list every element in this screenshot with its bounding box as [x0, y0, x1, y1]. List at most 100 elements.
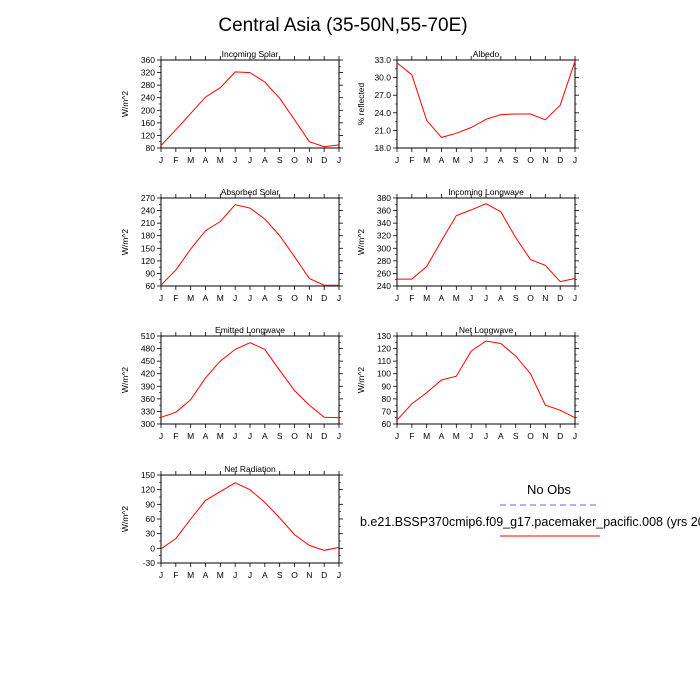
x-tick-label: M — [217, 155, 224, 165]
y-tick-label: 30 — [146, 529, 156, 539]
y-tick-label: 30.0 — [374, 73, 391, 83]
x-tick-label: S — [513, 155, 519, 165]
y-tick-label: 24.0 — [374, 108, 391, 118]
y-axis-label: W/m^2 — [120, 367, 130, 393]
y-tick-label: 210 — [141, 218, 155, 228]
x-tick-label: O — [291, 293, 298, 303]
y-tick-label: 420 — [141, 369, 155, 379]
x-tick-label: J — [395, 431, 399, 441]
y-tick-label: 80 — [382, 394, 392, 404]
y-axis-label: W/m^2 — [120, 91, 130, 117]
x-tick-label: M — [217, 570, 224, 580]
x-tick-label: F — [173, 293, 178, 303]
x-tick-label: J — [248, 570, 252, 580]
x-tick-label: J — [159, 155, 163, 165]
y-tick-label: 270 — [141, 193, 155, 203]
x-tick-label: D — [321, 293, 327, 303]
y-tick-label: 260 — [377, 268, 391, 278]
y-axis-label: W/m^2 — [356, 229, 366, 255]
x-tick-label: F — [173, 431, 178, 441]
x-tick-label: S — [277, 570, 283, 580]
plot-frame — [160, 197, 340, 287]
x-tick-label: J — [484, 293, 488, 303]
plot-frame — [396, 59, 576, 149]
series-line-0 — [160, 482, 340, 551]
y-tick-label: 450 — [141, 356, 155, 366]
y-tick-label: 33.0 — [374, 55, 391, 65]
y-tick-label: 150 — [141, 243, 155, 253]
panel-4: Emitted Longwave W/m^2 300 330 360 390 420 450 4… — [120, 325, 343, 441]
plot-frame — [160, 335, 340, 425]
y-tick-label: 300 — [377, 243, 391, 253]
y-axis-label: W/m^2 — [120, 506, 130, 532]
x-tick-label: M — [187, 431, 194, 441]
series-line-0 — [396, 61, 576, 138]
y-tick-label: 120 — [141, 485, 155, 495]
y-tick-label: 100 — [377, 369, 391, 379]
x-tick-label: J — [159, 293, 163, 303]
y-tick-label: 90 — [382, 381, 392, 391]
x-tick-label: M — [423, 431, 430, 441]
y-tick-label: 160 — [141, 118, 155, 128]
x-tick-label: D — [557, 293, 563, 303]
x-tick-label: J — [159, 570, 163, 580]
x-tick-label: M — [217, 293, 224, 303]
y-tick-label: 60 — [146, 514, 156, 524]
x-tick-label: D — [557, 431, 563, 441]
series-line-0 — [397, 203, 576, 283]
y-tick-label: 70 — [382, 406, 392, 416]
y-tick-label: 340 — [377, 218, 391, 228]
x-tick-label: A — [262, 431, 268, 441]
x-tick-label: M — [453, 293, 460, 303]
x-tick-label: S — [513, 293, 519, 303]
x-tick-label: J — [573, 155, 577, 165]
x-tick-label: O — [527, 155, 534, 165]
x-tick-label: J — [159, 431, 163, 441]
x-tick-label: A — [262, 155, 268, 165]
x-tick-label: A — [203, 155, 209, 165]
panel-1: Albedo % reflected 18.0 21.0 24.0 27.0 30.0 33.… — [356, 49, 579, 165]
x-tick-label: J — [573, 293, 577, 303]
legend: No Obs b.e21.BSSP370cmip6.f09_g17.pacema… — [360, 482, 700, 537]
y-tick-label: 60 — [146, 281, 156, 291]
x-tick-label: J — [337, 293, 341, 303]
y-tick-label: 280 — [141, 80, 155, 90]
panel-3: Incoming Longwave W/m^2 240 260 280 300 320 340… — [356, 187, 579, 303]
x-tick-label: D — [557, 155, 563, 165]
x-tick-label: A — [203, 431, 209, 441]
x-tick-label: N — [306, 293, 312, 303]
plot-frame — [396, 335, 576, 425]
x-tick-label: J — [233, 293, 237, 303]
y-tick-label: 120 — [141, 256, 155, 266]
x-tick-label: J — [337, 570, 341, 580]
panel-title: Absorbed Solar — [221, 187, 280, 197]
x-tick-label: A — [203, 570, 209, 580]
x-tick-label: A — [262, 570, 268, 580]
x-tick-label: J — [337, 431, 341, 441]
panel-title: Net Radiation — [224, 464, 276, 474]
x-tick-label: J — [469, 431, 473, 441]
x-tick-label: M — [453, 155, 460, 165]
x-tick-label: N — [306, 431, 312, 441]
series-line-0 — [396, 340, 576, 421]
x-tick-label: N — [306, 155, 312, 165]
x-tick-label: A — [498, 293, 504, 303]
y-tick-label: 60 — [382, 419, 392, 429]
y-tick-label: 200 — [141, 105, 155, 115]
x-tick-label: F — [409, 431, 414, 441]
y-tick-label: 27.0 — [374, 90, 391, 100]
plot-frame — [160, 59, 340, 149]
y-tick-label: 240 — [377, 281, 391, 291]
y-tick-label: 120 — [377, 344, 391, 354]
x-tick-label: J — [248, 155, 252, 165]
y-tick-label: 510 — [141, 331, 155, 341]
y-tick-label: 18.0 — [374, 143, 391, 153]
x-tick-label: F — [173, 570, 178, 580]
y-tick-label: 300 — [141, 419, 155, 429]
x-tick-label: J — [573, 431, 577, 441]
x-tick-label: O — [291, 155, 298, 165]
y-tick-label: 330 — [141, 406, 155, 416]
